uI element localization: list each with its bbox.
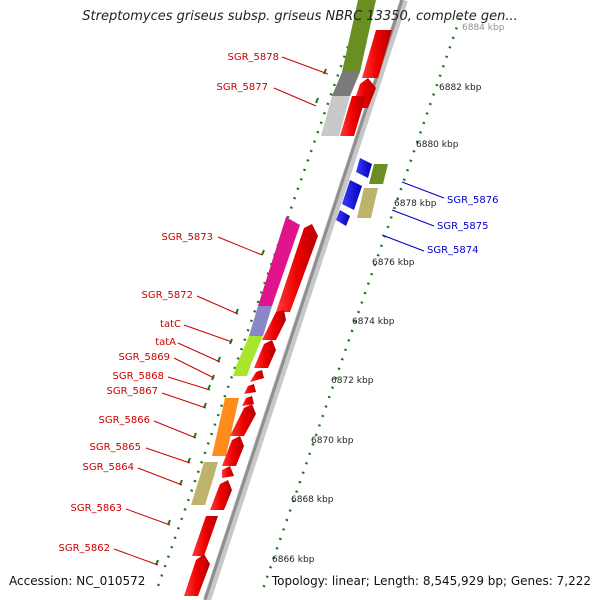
gene-arrow-blue [342, 180, 362, 210]
gene-labels: SGR_5878 SGR_5877 SGR_5876 SGR_5875 SGR_… [59, 52, 499, 554]
accession-text: Accession: NC_010572 [9, 574, 146, 588]
gene-arrow-red [262, 310, 286, 340]
gene-label: SGR_5878 [228, 52, 280, 63]
gene-block-olive-rev [369, 164, 388, 184]
scale-label: 6876 kbp [372, 258, 415, 268]
scale-label: 6874 kbp [352, 317, 395, 327]
gene-arrow-red [340, 96, 366, 136]
gene-label: tatA [155, 337, 176, 348]
gene-block-khaki-rev [357, 188, 378, 218]
gene-label: SGR_5869 [119, 352, 171, 363]
gene-block-magenta [258, 217, 300, 306]
gene-block-khaki [191, 476, 214, 505]
gene-arrow-red [244, 384, 256, 394]
gene-arrow-red [362, 30, 392, 78]
gene-label: SGR_5867 [107, 386, 159, 397]
gene-block-khaki-small [200, 462, 218, 476]
gene-block-olive [342, 0, 376, 72]
gene-arrow-red [210, 480, 232, 510]
gene-label: SGR_5862 [59, 543, 111, 554]
gene-block-lavender [249, 306, 272, 336]
forward-leader-lines [113, 56, 329, 566]
gene-block-lightgray [321, 96, 350, 136]
gene-arrow-red [230, 404, 256, 436]
left-track-genes [191, 0, 376, 505]
scale-label: 6880 kbp [416, 140, 459, 150]
scale-labels: 6884 kbp 6882 kbp 6880 kbp 6878 kbp 6876… [272, 23, 505, 565]
gene-label: SGR_5874 [427, 245, 479, 256]
gene-block-orange [212, 398, 239, 456]
tick-track-right [260, 17, 462, 593]
gene-label: SGR_5877 [217, 82, 269, 93]
scale-label: 6866 kbp [272, 555, 315, 565]
gene-label: SGR_5872 [142, 290, 194, 301]
gene-arrow-blue [336, 210, 350, 226]
reverse-leader-lines [381, 181, 445, 252]
gene-arrow-blue [356, 158, 372, 178]
gene-arrow-red [250, 370, 264, 382]
gene-arrow-red [276, 224, 318, 312]
topology-text: Topology: linear; Length: 8,545,929 bp; … [271, 574, 591, 588]
gene-arrow-red [242, 396, 254, 406]
gene-arrow-red [192, 516, 218, 556]
tick-track-left [154, 17, 360, 593]
scale-label: 6872 kbp [331, 376, 374, 386]
gene-label: SGR_5876 [447, 195, 499, 206]
gene-label: SGR_5873 [162, 232, 214, 243]
gene-label: tatC [160, 319, 181, 330]
gene-label: SGR_5868 [113, 371, 165, 382]
map-title: Streptomyces griseus subsp. griseus NBRC… [82, 9, 518, 24]
gene-arrow-red [222, 436, 244, 466]
gene-arrow-red [184, 554, 210, 596]
gene-label: SGR_5864 [83, 462, 135, 473]
gene-block-lime-small [233, 364, 251, 376]
gene-arrow-red [222, 466, 234, 478]
forward-strand-genes [184, 30, 392, 596]
gene-block-lime [237, 336, 263, 364]
reverse-strand-genes [336, 158, 388, 226]
scale-label: 6870 kbp [311, 436, 354, 446]
gene-label: SGR_5863 [71, 503, 123, 514]
scale-label: 6882 kbp [439, 83, 482, 93]
gene-label: SGR_5866 [99, 415, 151, 426]
scale-label: 6878 kbp [394, 199, 437, 209]
gene-block-gray [332, 72, 360, 96]
scale-label: 6884 kbp [462, 23, 505, 33]
gene-label: SGR_5865 [90, 442, 142, 453]
gene-label: SGR_5875 [437, 221, 489, 232]
scale-label: 6868 kbp [291, 495, 334, 505]
gene-arrow-red [254, 340, 276, 368]
